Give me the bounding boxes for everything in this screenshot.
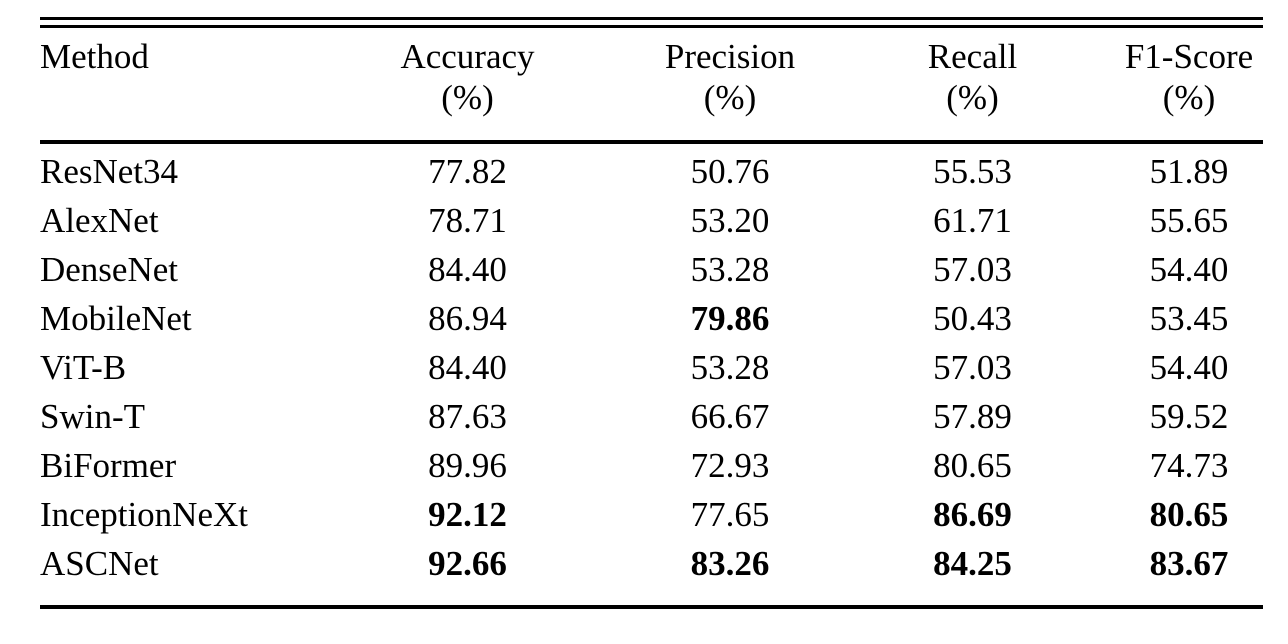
table-row: ResNet34 77.82 50.76 55.53 51.89 [40, 147, 1288, 196]
header-accuracy: Accuracy (%) [330, 36, 605, 118]
method-name: BiFormer [40, 446, 177, 485]
metric-value: 53.28 [690, 250, 770, 289]
metric-value: 54.40 [1149, 348, 1229, 387]
metric-value: 57.03 [933, 250, 1012, 289]
header-recall-unit: (%) [946, 78, 999, 117]
table-header-row: Method Accuracy (%) Precision (%) Recall… [40, 36, 1288, 118]
metric-value: 77.82 [428, 152, 507, 191]
metric-value: 55.65 [1149, 201, 1229, 240]
method-name: ResNet34 [40, 152, 179, 191]
table-row: MobileNet 86.94 79.86 50.43 53.45 [40, 294, 1288, 343]
header-recall-label: Recall [927, 37, 1018, 76]
metric-value: 87.63 [428, 397, 507, 436]
metric-value: 53.20 [690, 201, 770, 240]
metric-value: 57.89 [933, 397, 1012, 436]
table-row: InceptionNeXt 92.12 77.65 86.69 80.65 [40, 490, 1288, 539]
metric-value: 79.86 [690, 299, 770, 338]
metric-value: 51.89 [1149, 152, 1229, 191]
metric-value: 84.40 [428, 250, 507, 289]
metric-value: 89.96 [428, 446, 507, 485]
header-precision: Precision (%) [605, 36, 855, 118]
metric-value: 66.67 [690, 397, 770, 436]
method-name: ViT-B [40, 348, 127, 387]
metric-value: 77.65 [690, 495, 770, 534]
header-f1-score: F1-Score (%) [1090, 36, 1288, 118]
metric-value: 84.40 [428, 348, 507, 387]
metric-value: 84.25 [933, 544, 1012, 583]
metric-value: 59.52 [1149, 397, 1229, 436]
metric-value: 50.76 [690, 152, 770, 191]
header-accuracy-unit: (%) [441, 78, 494, 117]
metric-value: 55.53 [933, 152, 1012, 191]
table-header-rule [40, 140, 1263, 144]
method-name: Swin-T [40, 397, 145, 436]
metric-value: 83.26 [690, 544, 770, 583]
metric-value: 54.40 [1149, 250, 1229, 289]
table-row: Swin-T 87.63 66.67 57.89 59.52 [40, 392, 1288, 441]
table-body: ResNet34 77.82 50.76 55.53 51.89 AlexNet 78.71… [40, 147, 1288, 588]
metric-value: 83.67 [1149, 544, 1229, 583]
table-bottom-rule [40, 605, 1263, 609]
header-accuracy-label: Accuracy [400, 37, 535, 76]
metric-value: 53.45 [1149, 299, 1229, 338]
table-top-rule-upper [40, 17, 1263, 20]
metric-value: 80.65 [1149, 495, 1229, 534]
metric-value: 92.66 [428, 544, 507, 583]
header-precision-unit: (%) [703, 78, 757, 117]
metric-value: 78.71 [428, 201, 507, 240]
header-method: Method [40, 36, 330, 118]
metric-value: 50.43 [933, 299, 1012, 338]
header-precision-label: Precision [664, 37, 796, 76]
table-row: ASCNet 92.66 83.26 84.25 83.67 [40, 539, 1288, 588]
metric-value: 57.03 [933, 348, 1012, 387]
metric-value: 72.93 [690, 446, 770, 485]
method-name: MobileNet [40, 299, 192, 338]
header-recall: Recall (%) [855, 36, 1090, 118]
header-f1-score-unit: (%) [1162, 78, 1216, 117]
header-f1-score-label: F1-Score [1124, 37, 1254, 76]
header-method-label: Method [40, 37, 149, 76]
table-row: AlexNet 78.71 53.20 61.71 55.65 [40, 196, 1288, 245]
table-row: DenseNet 84.40 53.28 57.03 54.40 [40, 245, 1288, 294]
table-row: ViT-B 84.40 53.28 57.03 54.40 [40, 343, 1288, 392]
table-row: BiFormer 89.96 72.93 80.65 74.73 [40, 441, 1288, 490]
metric-value: 61.71 [933, 201, 1012, 240]
metric-value: 92.12 [428, 495, 507, 534]
method-name: DenseNet [40, 250, 179, 289]
table-top-rule-lower [40, 25, 1263, 28]
method-name: InceptionNeXt [40, 495, 248, 534]
metric-value: 53.28 [690, 348, 770, 387]
metric-value: 86.94 [428, 299, 507, 338]
metric-value: 74.73 [1149, 446, 1229, 485]
method-name: ASCNet [40, 544, 159, 583]
metric-value: 86.69 [933, 495, 1012, 534]
method-name: AlexNet [40, 201, 159, 240]
metric-value: 80.65 [933, 446, 1012, 485]
